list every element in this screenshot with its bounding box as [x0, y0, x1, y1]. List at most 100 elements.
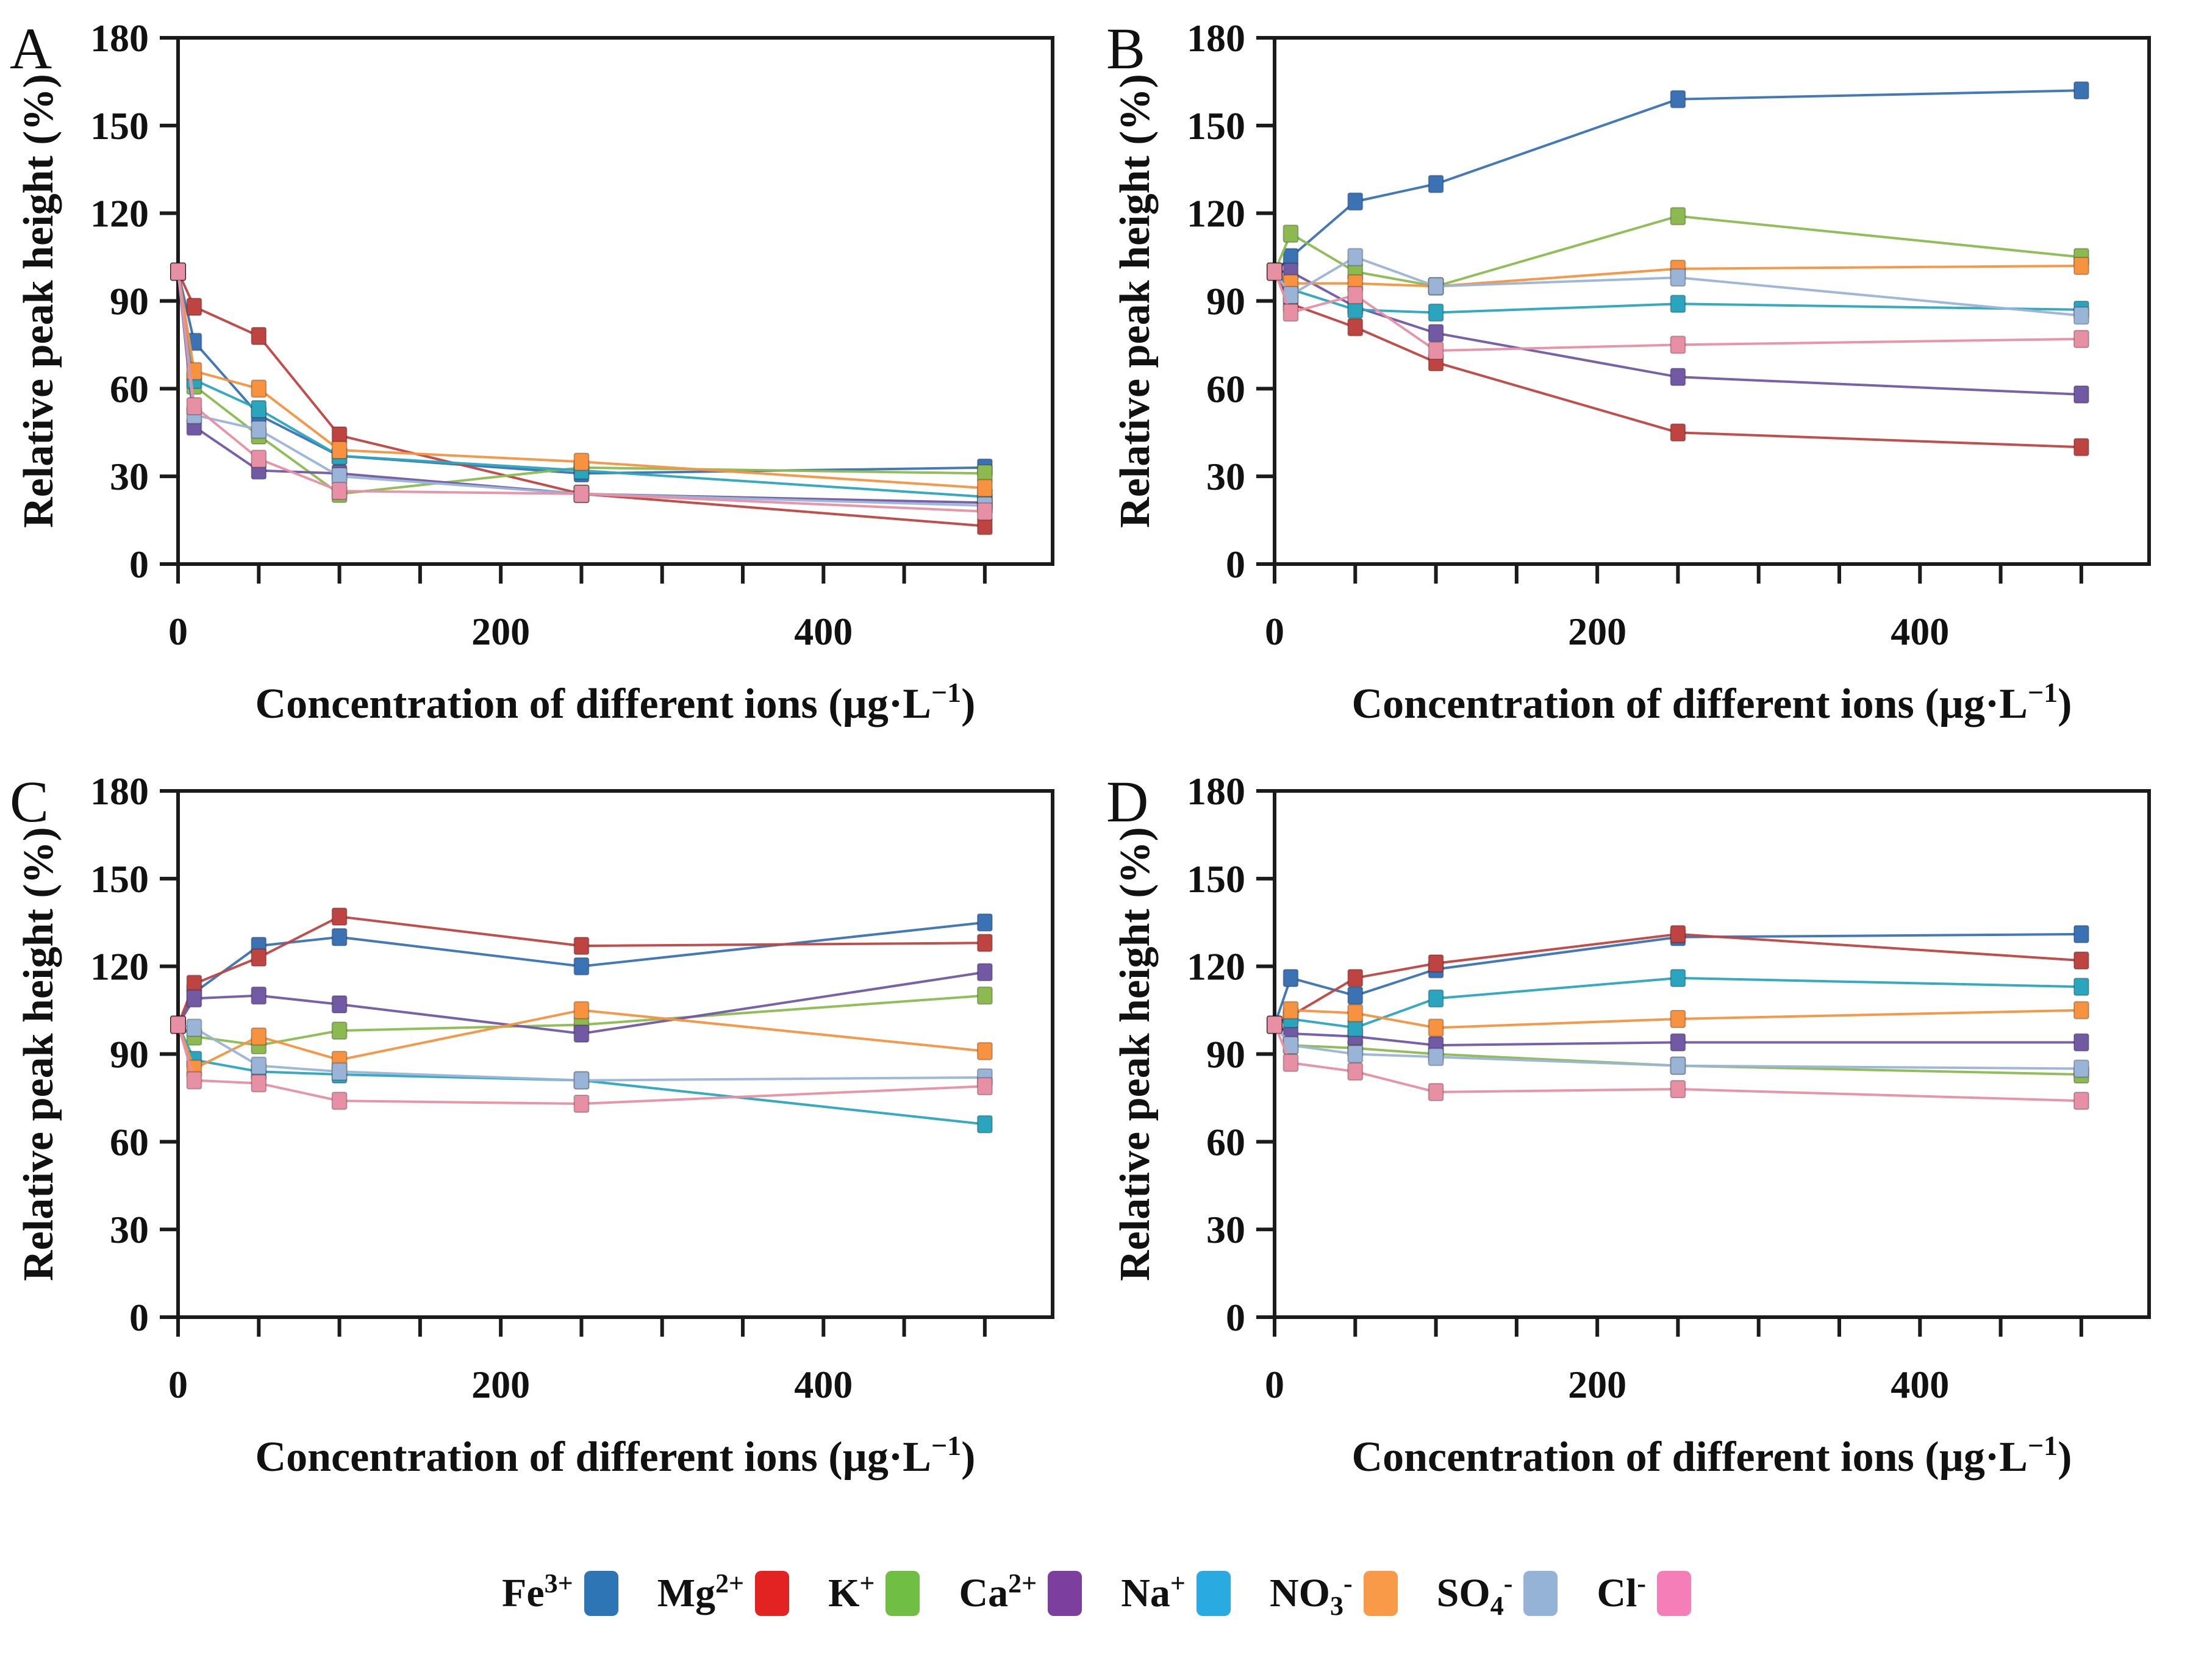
panel-letter: B [1106, 16, 1145, 81]
y-tick-label: 120 [1187, 192, 1245, 235]
x-tick-label: 0 [1265, 610, 1284, 653]
y-tick-label: 0 [129, 1296, 149, 1339]
marker-Mg2+ [1428, 954, 1444, 973]
marker-Mg2+ [976, 934, 993, 953]
y-tick-label: 90 [1206, 280, 1245, 323]
y-tick-label: 60 [110, 367, 149, 410]
marker-Cl- [331, 482, 348, 501]
marker-K+ [1283, 224, 1299, 243]
marker-NO3- [331, 441, 348, 460]
x-axis-title: Concentration of different ions (µg·L−1) [1352, 1430, 2072, 1481]
marker-Cl- [2073, 329, 2089, 348]
x-tick-label: 200 [471, 610, 530, 653]
marker-SO4- [1428, 1048, 1444, 1067]
x-axis-title-exponent: −1 [931, 1430, 961, 1461]
marker-SO4- [1347, 248, 1364, 266]
legend-label: Na+ [1121, 1568, 1186, 1615]
y-axis-title: Relative peak height (%) [15, 74, 62, 528]
marker-Mg2+ [1670, 924, 1686, 943]
y-tick-label: 90 [1206, 1033, 1245, 1076]
marker-Mg2+ [251, 327, 267, 346]
legend-label: NO3- [1269, 1568, 1353, 1621]
marker-SO4- [1347, 1045, 1364, 1063]
marker-Cl- [1347, 1062, 1364, 1081]
y-tick-label: 150 [1187, 104, 1245, 148]
y-tick-label: 0 [1226, 1296, 1245, 1339]
marker-Na+ [1670, 968, 1686, 987]
panel-A: 0 30 60 90 120 150 180 0 200 400 A Relative peak he… [0, 0, 1096, 753]
x-tick-label: 400 [794, 1363, 853, 1406]
marker-Mg2+ [1347, 968, 1364, 987]
marker-Cl- [186, 1071, 202, 1090]
legend: Fe3+ Mg2+ K+ Ca2+ Na+ NO3- SO4- Cl- [0, 1506, 2193, 1680]
marker-NO3- [573, 452, 590, 471]
legend-item-Mg: Mg2+ [657, 1570, 790, 1617]
legend-item-Fe: Fe3+ [502, 1570, 618, 1617]
marker-SO4- [573, 1071, 590, 1090]
series-line-Cl- [177, 1024, 985, 1106]
x-axis-title-main: Concentration of different ions (µg·L [1352, 1434, 2028, 1481]
legend-swatch [1523, 1570, 1558, 1616]
marker-K+ [976, 986, 993, 1005]
marker-Na+ [1428, 989, 1444, 1008]
x-axis-title-exponent: −1 [2028, 1430, 2058, 1461]
marker-NO3- [2073, 1001, 2089, 1020]
plot-border [176, 789, 1054, 1319]
marker-Cl- [1670, 1080, 1686, 1099]
legend-label: Ca2+ [959, 1568, 1037, 1615]
panel-C: 0 30 60 90 120 150 180 0 200 400 C Relative peak he… [0, 753, 1096, 1506]
x-tick-label: 200 [471, 1363, 530, 1406]
plot-border [1273, 789, 2151, 1319]
y-tick-label: 120 [90, 192, 149, 235]
marker-NO3- [976, 1042, 993, 1060]
marker-Mg2+ [2073, 951, 2089, 970]
y-tick-label: 180 [90, 770, 149, 813]
marker-Fe3+ [1347, 986, 1364, 1005]
marker-Cl- [1283, 1053, 1299, 1072]
y-tick-label: 180 [1187, 770, 1245, 813]
legend-swatch [1363, 1570, 1398, 1616]
legend-label: Cl- [1597, 1568, 1646, 1615]
marker-Cl- [976, 502, 993, 521]
x-axis-title-close: ) [961, 681, 975, 727]
marker-Ca2+ [1670, 1033, 1686, 1052]
y-axis-title: Relative peak height (%) [15, 827, 62, 1281]
x-tick-label: 200 [1568, 1363, 1626, 1406]
marker-Cl- [251, 1074, 267, 1093]
marker-Na+ [251, 399, 267, 418]
marker-NO3- [1428, 1018, 1444, 1037]
y-tick-label: 60 [110, 1120, 149, 1163]
marker-SO4- [251, 1056, 267, 1075]
legend-swatch [1048, 1570, 1082, 1616]
y-tick-label: 60 [1206, 1120, 1245, 1163]
marker-SO4- [1428, 277, 1444, 296]
marker-Cl- [251, 449, 267, 468]
marker-Fe3+ [976, 913, 993, 932]
marker-Cl- [976, 1077, 993, 1096]
marker-Cl- [2073, 1092, 2089, 1110]
x-tick-label: 400 [1891, 610, 1949, 653]
marker-Fe3+ [331, 928, 348, 946]
marker-SO4- [186, 1018, 202, 1037]
y-tick-label: 0 [129, 543, 149, 586]
legend-item-NO3: NO3- [1269, 1568, 1398, 1621]
legend-item-Na: Na+ [1121, 1570, 1231, 1617]
y-tick-label: 0 [1226, 543, 1245, 586]
x-axis-title-main: Concentration of different ions (µg·L [256, 681, 931, 727]
marker-Cl- [1267, 1015, 1283, 1034]
x-tick-label: 0 [168, 1363, 188, 1406]
y-tick-label: 90 [110, 280, 149, 323]
y-axis-title: Relative peak height (%) [1112, 827, 1159, 1281]
y-tick-label: 30 [110, 1208, 149, 1251]
legend-swatch [885, 1570, 920, 1616]
marker-Mg2+ [2073, 438, 2089, 457]
legend-label: Fe3+ [502, 1568, 573, 1615]
panel-letter: C [10, 769, 49, 834]
marker-Ca2+ [251, 986, 267, 1005]
marker-Mg2+ [251, 948, 267, 967]
marker-Mg2+ [186, 298, 202, 316]
